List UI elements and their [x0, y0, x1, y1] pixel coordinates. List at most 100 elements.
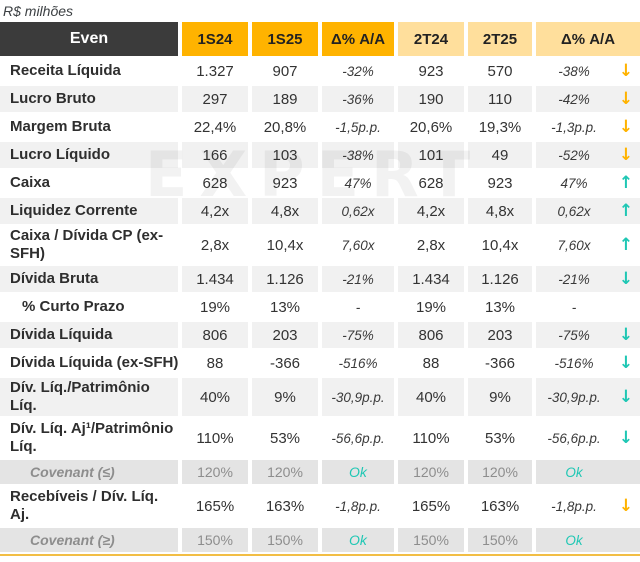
value-2t25: 9%: [468, 378, 532, 416]
value-2t24: 165%: [398, 486, 464, 526]
value-1s24: 1.434: [182, 266, 248, 292]
row-label: Dívida Bruta: [0, 266, 178, 292]
delta-yoy-1: -30,9p.p.: [322, 378, 394, 416]
value-2t25: 120%: [468, 460, 532, 484]
covenant-status: Ok: [536, 528, 640, 552]
table-row-curto-prazo: % Curto Prazo 19% 13% - 19% 13% -: [0, 294, 640, 320]
row-label: Dív. Líq. Aj¹/Patrimônio Líq.: [0, 418, 178, 458]
header-company: Even: [0, 22, 178, 56]
value-2t24: 150%: [398, 528, 464, 552]
table-row-recebiveis-div-liq: Recebíveis / Dív. Líq. Aj. 165% 163% -1,…: [0, 486, 640, 526]
value-2t25: 203: [468, 322, 532, 348]
delta-yoy-1: -516%: [322, 350, 394, 376]
value-1s25: 923: [252, 170, 318, 196]
value-2t25: -366: [468, 350, 532, 376]
trend-up-icon: ↑: [618, 235, 634, 255]
value-1s25: 9%: [252, 378, 318, 416]
delta-yoy-2: -75% ↓: [536, 322, 640, 348]
header-delta-aa-2: Δ% A/A: [536, 22, 640, 56]
delta-yoy-2: -1,3p.p. ↓: [536, 114, 640, 140]
value-1s25: 10,4x: [252, 226, 318, 264]
trend-down-icon: ↓: [618, 325, 634, 345]
value-2t25: 4,8x: [468, 198, 532, 224]
delta-yoy-1: -1,5p.p.: [322, 114, 394, 140]
delta-yoy-1: -38%: [322, 142, 394, 168]
row-label: Covenant (≥): [0, 528, 178, 552]
value-1s24: 150%: [182, 528, 248, 552]
value-1s25: 907: [252, 58, 318, 84]
value-2t24: 101: [398, 142, 464, 168]
table-row-receita-liquida: Receita Líquida 1.327 907 -32% 923 570 -…: [0, 58, 640, 84]
row-label: Covenant (≤): [0, 460, 178, 484]
value-1s25: 150%: [252, 528, 318, 552]
row-label: Dívida Líquida (ex-SFH): [0, 350, 178, 376]
row-label: Receita Líquida: [0, 58, 178, 84]
delta-yoy-1: 47%: [322, 170, 394, 196]
delta-yoy-2: -21% ↓: [536, 266, 640, 292]
value-2t24: 40%: [398, 378, 464, 416]
delta-yoy-2: -: [536, 294, 640, 320]
row-label: Margem Bruta: [0, 114, 178, 140]
delta-yoy-1: 0,62x: [322, 198, 394, 224]
delta-yoy-1: -32%: [322, 58, 394, 84]
value-1s24: 806: [182, 322, 248, 348]
value-1s24: 88: [182, 350, 248, 376]
value-1s24: 166: [182, 142, 248, 168]
trend-down-icon: ↓: [618, 145, 634, 165]
value-2t25: 10,4x: [468, 226, 532, 264]
table-row-margem-bruta: Margem Bruta 22,4% 20,8% -1,5p.p. 20,6% …: [0, 114, 640, 140]
value-2t25: 49: [468, 142, 532, 168]
value-1s25: 4,8x: [252, 198, 318, 224]
header-2t24: 2T24: [398, 22, 464, 56]
delta-yoy-2: -52% ↓: [536, 142, 640, 168]
table-row-covenant-min: Covenant (≥) 150% 150% Ok 150% 150% Ok: [0, 528, 640, 552]
units-note: R$ milhões: [3, 3, 74, 19]
value-2t24: 20,6%: [398, 114, 464, 140]
row-label: Lucro Líquido: [0, 142, 178, 168]
value-2t24: 628: [398, 170, 464, 196]
delta-yoy-1: -: [322, 294, 394, 320]
value-1s25: 203: [252, 322, 318, 348]
value-2t25: 53%: [468, 418, 532, 458]
value-1s25: 189: [252, 86, 318, 112]
table-row-caixa-divida-cp: Caixa / Dívida CP (ex-SFH) 2,8x 10,4x 7,…: [0, 226, 640, 264]
value-2t24: 4,2x: [398, 198, 464, 224]
delta-yoy-2: 7,60x ↑: [536, 226, 640, 264]
value-1s24: 19%: [182, 294, 248, 320]
row-label: % Curto Prazo: [0, 294, 178, 320]
value-2t24: 19%: [398, 294, 464, 320]
value-2t25: 923: [468, 170, 532, 196]
delta-yoy-1: -36%: [322, 86, 394, 112]
delta-yoy-1: -21%: [322, 266, 394, 292]
delta-yoy-1: 7,60x: [322, 226, 394, 264]
row-label: Caixa: [0, 170, 178, 196]
value-2t25: 570: [468, 58, 532, 84]
value-1s25: 13%: [252, 294, 318, 320]
table-row-lucro-liquido: Lucro Líquido 166 103 -38% 101 49 -52% ↓: [0, 142, 640, 168]
delta-yoy-2: -56,6p.p. ↓: [536, 418, 640, 458]
trend-down-icon: ↓: [618, 353, 634, 373]
table-row-div-liq-aj-patrimonio: Dív. Líq. Aj¹/Patrimônio Líq. 110% 53% -…: [0, 418, 640, 458]
row-label: Dívida Líquida: [0, 322, 178, 348]
trend-down-icon: ↓: [618, 269, 634, 289]
table-row-div-liq-patrimonio: Dív. Líq./Patrimônio Líq. 40% 9% -30,9p.…: [0, 378, 640, 416]
trend-down-icon: ↓: [618, 428, 634, 448]
covenant-status: Ok: [322, 460, 394, 484]
value-2t25: 163%: [468, 486, 532, 526]
value-1s25: 163%: [252, 486, 318, 526]
value-2t24: 190: [398, 86, 464, 112]
delta-yoy-1: -75%: [322, 322, 394, 348]
table-row-divida-bruta: Dívida Bruta 1.434 1.126 -21% 1.434 1.12…: [0, 266, 640, 292]
value-1s24: 628: [182, 170, 248, 196]
value-2t24: 2,8x: [398, 226, 464, 264]
trend-down-icon: ↓: [618, 496, 634, 516]
value-2t24: 1.434: [398, 266, 464, 292]
value-1s24: 2,8x: [182, 226, 248, 264]
trend-down-icon: ↓: [618, 89, 634, 109]
value-2t24: 88: [398, 350, 464, 376]
value-2t24: 923: [398, 58, 464, 84]
trend-up-icon: ↑: [618, 201, 634, 221]
trend-down-icon: ↓: [618, 387, 634, 407]
value-2t25: 150%: [468, 528, 532, 552]
